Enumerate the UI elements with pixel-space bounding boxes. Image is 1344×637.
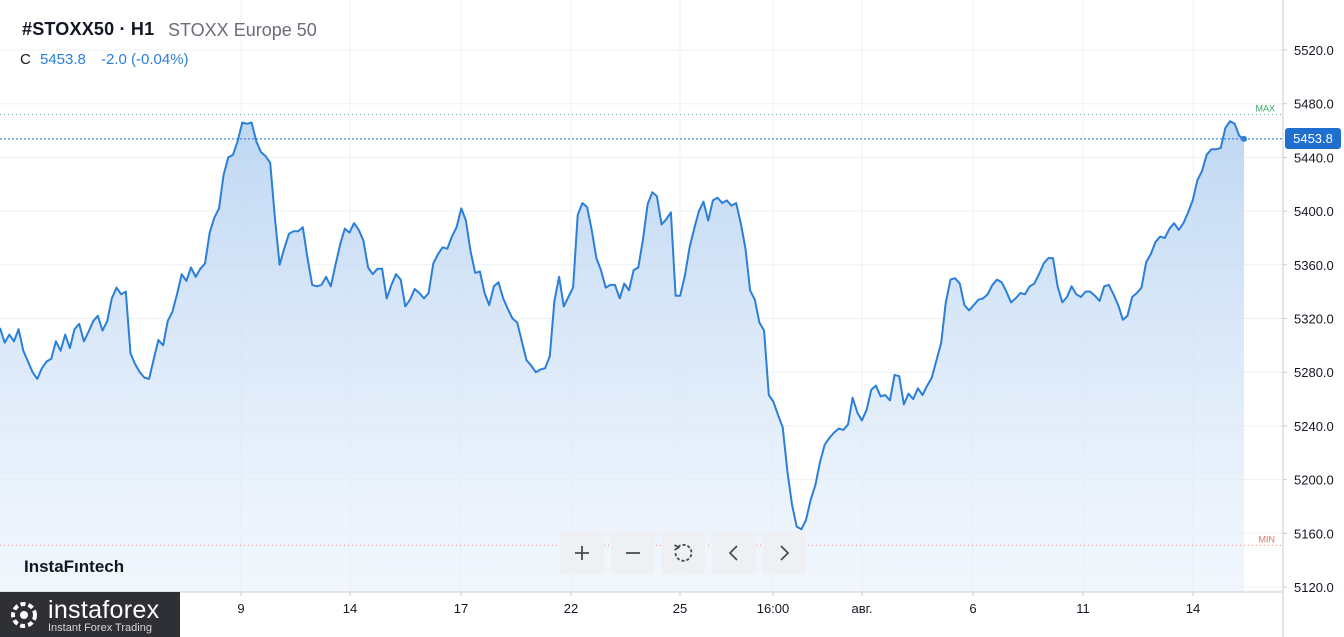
y-tick-label: 5120.0 bbox=[1294, 580, 1334, 595]
x-tick-label: 9 bbox=[237, 601, 244, 616]
y-tick-label: 5160.0 bbox=[1294, 526, 1334, 541]
min-label: MIN bbox=[1259, 534, 1276, 544]
chevron-left-icon bbox=[728, 545, 738, 561]
current-price-tag: 5453.8 bbox=[1285, 128, 1341, 149]
scroll-right-button[interactable] bbox=[762, 531, 806, 575]
change-value: -2.0 (-0.04%) bbox=[101, 51, 189, 68]
x-tick-label: 22 bbox=[564, 601, 578, 616]
y-tick-label: 5360.0 bbox=[1294, 258, 1334, 273]
y-tick-label: 5200.0 bbox=[1294, 473, 1334, 488]
symbol-title: #STOXX50 · H1 bbox=[22, 19, 155, 39]
y-tick-label: 5480.0 bbox=[1294, 97, 1334, 112]
x-tick-label: 14 bbox=[343, 601, 357, 616]
minus-icon bbox=[626, 552, 640, 554]
reset-button[interactable] bbox=[661, 531, 705, 575]
last-point bbox=[1241, 135, 1247, 142]
x-tick-label: 11 bbox=[1076, 601, 1090, 616]
logo-subtitle: Instant Forex Trading bbox=[48, 622, 152, 634]
brand-label: InstaFıntech bbox=[24, 557, 125, 576]
chevron-right-icon bbox=[780, 545, 790, 561]
scroll-left-button[interactable] bbox=[712, 531, 756, 575]
x-tick-label: 25 bbox=[673, 601, 687, 616]
chart-area bbox=[0, 120, 1245, 592]
close-label: C bbox=[20, 51, 31, 68]
x-tick-label: 6 bbox=[969, 601, 976, 616]
logo-gear-icon bbox=[11, 602, 37, 628]
x-tick-label: 16:00 bbox=[757, 601, 790, 616]
instrument-name: STOXX Europe 50 bbox=[168, 20, 317, 40]
y-tick-label: 5440.0 bbox=[1294, 150, 1334, 165]
reset-icon bbox=[674, 543, 693, 562]
x-tick-label: 17 bbox=[454, 601, 468, 616]
zoom-in-button[interactable] bbox=[560, 531, 604, 575]
logo-text: instaforex bbox=[48, 596, 160, 624]
chart-markers: MAX MIN bbox=[0, 103, 1283, 546]
area-fill bbox=[0, 121, 1244, 592]
instaforex-logo[interactable] bbox=[0, 592, 180, 637]
y-tick-label: 5400.0 bbox=[1294, 204, 1334, 219]
zoom-out-button[interactable] bbox=[611, 531, 655, 575]
y-tick-label: 5240.0 bbox=[1294, 419, 1334, 434]
price-line bbox=[0, 120, 1245, 531]
y-tick-label: 5520.0 bbox=[1294, 43, 1334, 58]
x-tick-label: 14 bbox=[1186, 601, 1200, 616]
y-tick-label: 5320.0 bbox=[1294, 312, 1334, 327]
y-tick-label: 5280.0 bbox=[1294, 365, 1334, 380]
plus-icon bbox=[575, 546, 589, 560]
max-label: MAX bbox=[1255, 103, 1275, 113]
x-tick-label: авг. bbox=[852, 601, 873, 616]
close-value: 5453.8 bbox=[40, 51, 86, 68]
